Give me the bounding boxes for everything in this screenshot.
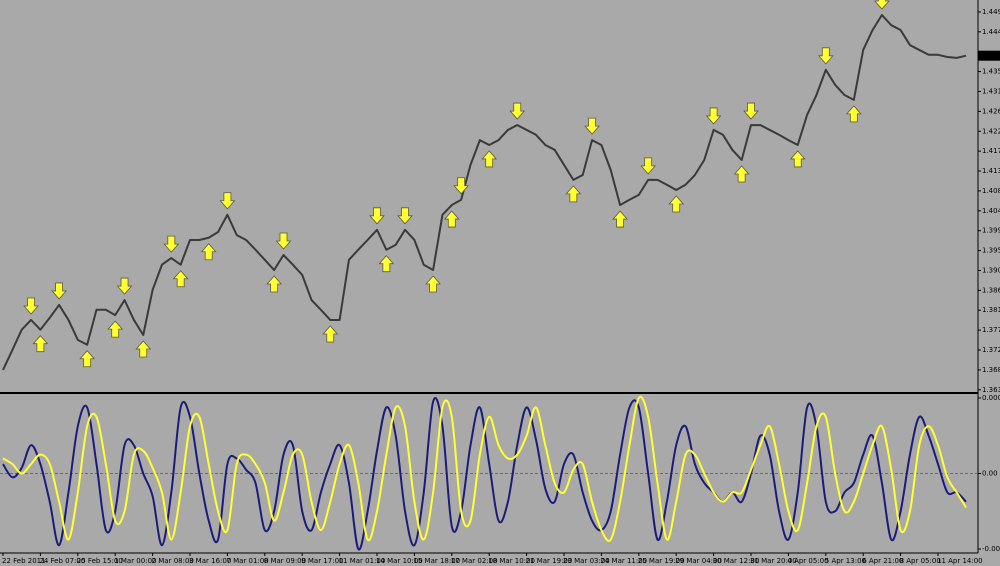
x-tick-label: 30 Mar 12:00 [713, 557, 760, 565]
sell-arrow [584, 117, 600, 135]
sell-arrow [275, 232, 292, 250]
x-tick-label: 3 Mar 16:00 [189, 557, 231, 565]
x-tick-label: 15 Mar 18:00 [413, 557, 460, 565]
x-tick-label: 4 Apr 05:00 [787, 557, 828, 565]
x-tick-label: 2 Mar 08:00 [152, 557, 194, 565]
sell-arrow [219, 192, 236, 210]
x-tick-label: 18 Mar 10:00 [488, 557, 535, 565]
buy-arrow [322, 325, 339, 343]
y-tick-label: 1.4445 [982, 28, 1000, 36]
x-tick-label: 24 Mar 11:00 [600, 557, 647, 565]
y-tick-label: 1.3680 [982, 366, 1000, 374]
x-tick-label: 9 Mar 17:00 [301, 557, 343, 565]
y-tick-label: 0.00 [982, 470, 998, 478]
x-tick-label: 6 Apr 21:00 [862, 557, 903, 565]
buy-arrow [443, 210, 460, 228]
x-tick-label: 5 Apr 13:00 [825, 557, 866, 565]
x-tick-label: 24 Feb 07:00 [39, 557, 85, 565]
y-tick-label: 1.4130 [982, 167, 1000, 175]
buy-arrow [668, 195, 685, 213]
buy-arrow [845, 105, 862, 123]
sell-arrow [453, 177, 470, 195]
sell-arrow [116, 277, 133, 295]
x-tick-label: 17 Mar 02:00 [451, 557, 498, 565]
x-tick-label: 31 Mar 20:00 [750, 557, 797, 565]
x-tick-label: 7 Mar 01:00 [226, 557, 268, 565]
sell-arrow [163, 235, 180, 253]
y-tick-label: 1.4490 [982, 8, 1000, 16]
sell-arrow [705, 107, 722, 125]
y-tick-label: 1.4175 [982, 147, 1000, 155]
buy-arrow [266, 275, 283, 293]
sell-arrow [509, 102, 526, 120]
x-tick-label: 11 Apr 14:00 [937, 557, 983, 565]
buy-arrow [32, 335, 49, 353]
sell-arrow [23, 297, 39, 315]
buy-arrow [172, 270, 189, 288]
sell-arrow [640, 157, 657, 175]
y-tick-label: 1.3635 [982, 386, 1000, 394]
x-tick-label: 21 Mar 19:00 [526, 557, 573, 565]
price-line [2, 14, 967, 371]
y-tick-label: 1.4220 [982, 127, 1000, 135]
y-tick-label: 0.0004 [982, 394, 1000, 402]
buy-arrow [135, 340, 152, 358]
buy-arrow [733, 165, 750, 183]
buy-arrow [107, 320, 124, 338]
buy-arrow [378, 255, 395, 273]
last-price-label: 1.4391 [980, 52, 1000, 60]
x-tick-label: 29 Mar 04:00 [675, 557, 722, 565]
buy-arrow [789, 150, 806, 168]
sell-arrow [397, 207, 413, 225]
sell-arrow [743, 102, 759, 120]
x-tick-label: 25 Mar 19:00 [638, 557, 685, 565]
sell-arrow [874, 0, 890, 10]
x-tick-label: 1 Mar 00:00 [114, 557, 156, 565]
sell-arrow [51, 282, 67, 300]
x-tick-label: 25 Feb 15:00 [77, 557, 123, 565]
y-tick-label: 1.4265 [982, 107, 1000, 115]
buy-arrow [200, 243, 217, 261]
y-tick-label: 1.4040 [982, 207, 1000, 215]
x-tick-label: 23 Mar 03:00 [563, 557, 610, 565]
x-tick-label: 8 Mar 09:00 [264, 557, 306, 565]
buy-arrow [612, 210, 628, 228]
x-tick-label: 22 Feb 2011 [2, 557, 46, 565]
sell-arrow [369, 207, 385, 225]
sell-arrow [817, 47, 834, 65]
y-tick-label: 1.3815 [982, 306, 1000, 314]
buy-arrow [425, 275, 441, 293]
last-price-box [978, 50, 1000, 61]
y-tick-label: 1.3950 [982, 247, 1000, 255]
y-tick-label: 1.4085 [982, 187, 1000, 195]
x-tick-label: 11 Mar 01:00 [339, 557, 386, 565]
oscillator-line [2, 397, 967, 551]
y-tick-label: 1.3860 [982, 286, 1000, 294]
y-tick-label: 1.3725 [982, 346, 1000, 354]
y-tick-label: 1.4355 [982, 68, 1000, 76]
y-tick-label: 1.3770 [982, 326, 1000, 334]
y-tick-label: 1.3905 [982, 266, 1000, 274]
y-tick-label: 1.3995 [982, 227, 1000, 235]
x-tick-label: 8 Apr 05:00 [900, 557, 941, 565]
x-tick-label: 14 Mar 10:00 [376, 557, 423, 565]
buy-arrow [481, 150, 498, 168]
y-tick-label: -0.0004 [982, 545, 1000, 553]
y-tick-label: 1.4310 [982, 87, 1000, 95]
buy-arrow [565, 185, 582, 203]
buy-arrow [79, 350, 96, 368]
oscillator-line [2, 395, 967, 542]
